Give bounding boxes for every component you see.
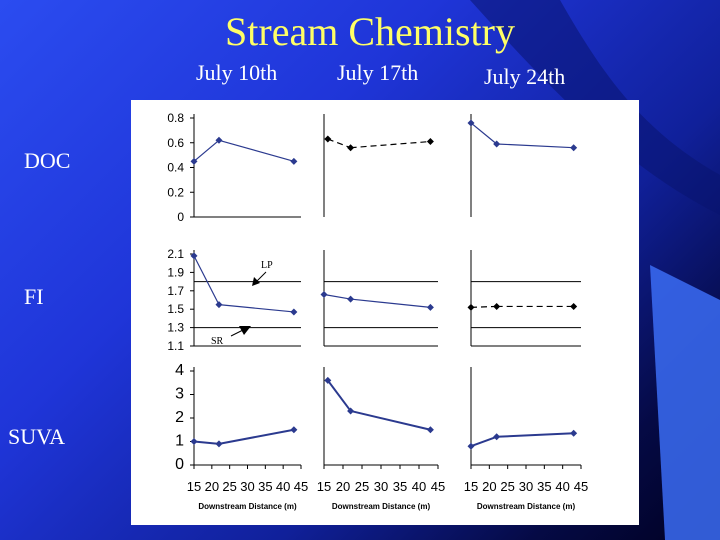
chart-1-1-segment-1 [350,298,431,308]
chart-0-1-segment-1 [350,140,431,149]
chart-2-1-xtick-label-2: 25 [355,479,369,494]
row-label-doc: DOC [24,148,71,173]
chart-1-1-point-1 [347,295,355,303]
slide-title: Stream Chemistry [225,9,515,54]
chart-2-1-segment-0 [326,379,352,412]
chart-0-2-point-0 [467,119,475,127]
chart-2-1-segment-1 [350,409,431,431]
chart-0-2-segment-0 [470,122,498,145]
chart-0-1-point-0 [324,135,332,143]
chart-0-0-ytick-label-4: 0.8 [167,111,184,125]
chart-2-1-xtick-label-3: 30 [374,479,388,494]
chart-1-2-point-2 [570,302,578,310]
chart-2-0-segment-1 [218,428,295,445]
chart-2-0-point-1 [215,440,223,448]
chart-0-1-point-2 [426,138,434,146]
chart-2-1-point-1 [347,407,355,415]
chart-0-0-ytick-label-2: 0.4 [167,161,184,175]
panel-notch [500,365,639,369]
annotation-sr-arrowhead [239,326,251,335]
chart-2-1-xtick-label-4: 35 [393,479,407,494]
chart-0-0-point-1 [215,136,223,144]
chart-0-2-point-1 [493,140,501,148]
chart-2-0-ytick-label-3: 3 [175,386,184,403]
chart-2-2-xtick-label-0: 15 [464,479,478,494]
chart-0-0-point-2 [290,157,298,165]
annotation-lp: LP [261,260,273,271]
chart-0-0-segment-0 [193,139,220,162]
chart-2-2-xtick-label-3: 30 [519,479,533,494]
chart-2-2-segment-0 [470,435,498,448]
chart-2-0-xtick-label-1: 20 [205,479,219,494]
chart-1-0-ytick-label-2: 1.5 [167,302,184,316]
chart-1-1-segment-0 [323,293,351,300]
chart-2-1-xlabel: Downstream Distance (m) [332,502,431,511]
chart-2-0-xtick-label-3: 30 [240,479,254,494]
annotation-lp-arrowhead [252,277,260,286]
chart-2-0-xtick-label-0: 15 [187,479,201,494]
annotation-sr: SR [211,336,224,347]
chart-1-0-ytick-label-4: 1.9 [167,265,184,279]
chart-1-2-segment-0 [470,305,497,308]
chart-2-1-point-0 [324,376,332,384]
chart-1-0-point-1 [215,301,223,309]
chart-1-1-point-0 [320,290,328,298]
chart-2-0-segment-0 [193,440,220,445]
chart-1-0-ytick-label-3: 1.7 [167,284,184,298]
column-header-july-17: July 17th [337,60,419,85]
chart-2-2-point-0 [467,442,475,450]
chart-1-0-segment-0 [193,255,220,305]
chart-2-0-ytick-label-0: 0 [175,456,184,473]
chart-2-0-ytick-label-4: 4 [175,362,184,379]
chart-2-0-point-2 [290,426,298,434]
row-label-fi: FI [24,284,44,309]
chart-1-1-point-2 [426,303,434,311]
chart-2-1-xtick-label-5: 40 [412,479,426,494]
chart-2-2-xlabel: Downstream Distance (m) [477,502,576,511]
chart-1-0-ytick-label-1: 1.3 [167,321,184,335]
chart-2-0-xlabel: Downstream Distance (m) [198,502,297,511]
chart-1-0-point-2 [290,308,298,316]
chart-0-0-segment-1 [218,139,295,162]
chart-2-1-point-2 [426,426,434,434]
chart-0-0-point-0 [190,157,198,165]
chart-2-1-xtick-label-1: 20 [336,479,350,494]
column-header-july-24: July 24th [484,64,566,89]
chart-2-1-xtick-label-6: 45 [431,479,445,494]
chart-2-0-point-0 [190,438,198,445]
chart-1-2-point-0 [467,303,475,311]
chart-2-2-point-2 [570,429,578,437]
chart-0-0-ytick-label-0: 0 [177,210,184,224]
chart-0-2-segment-1 [496,143,574,149]
chart-2-2-xtick-label-6: 45 [574,479,588,494]
chart-0-1-point-1 [347,144,355,152]
chart-panel: 0 0.2 0.4 0.6 0.8 1.1 1.3 1.5 1.7 1.9 2.1 0 1 2 3 4 15 20… [131,100,639,525]
chart-2-0-xtick-label-5: 40 [276,479,290,494]
chart-2-2-xtick-label-4: 35 [537,479,551,494]
chart-2-1-xtick-label-0: 15 [317,479,331,494]
chart-1-0-segment-1 [218,304,294,313]
chart-0-2-point-2 [570,144,578,152]
chart-0-0-ytick-label-1: 0.2 [167,185,184,199]
chart-2-0-ytick-label-1: 1 [175,433,184,450]
chart-0-0-ytick-label-3: 0.6 [167,136,184,150]
chart-1-0-ytick-label-5: 2.1 [167,247,184,261]
column-header-july-10: July 10th [196,60,278,85]
chart-2-2-xtick-label-5: 40 [555,479,569,494]
chart-2-0-xtick-label-6: 45 [294,479,308,494]
chart-2-2-xtick-label-1: 20 [482,479,496,494]
charts-svg: 0 0.2 0.4 0.6 0.8 1.1 1.3 1.5 1.7 1.9 2.1 0 1 2 3 4 15 20… [167,111,588,511]
chart-2-0-xtick-label-4: 35 [258,479,272,494]
chart-2-2-point-1 [493,433,501,441]
chart-1-0-point-0 [190,252,198,260]
chart-2-2-segment-1 [496,432,574,438]
annotation-sr-arrow [230,329,244,337]
chart-2-0-ytick-label-2: 2 [175,409,184,426]
chart-1-0-ytick-label-0: 1.1 [167,339,184,353]
chart-2-2-xtick-label-2: 25 [500,479,514,494]
chart-0-1-segment-0 [327,138,351,149]
row-label-suva: SUVA [8,424,66,449]
chart-2-0-xtick-label-2: 25 [222,479,236,494]
chart-1-2-point-1 [493,302,501,310]
